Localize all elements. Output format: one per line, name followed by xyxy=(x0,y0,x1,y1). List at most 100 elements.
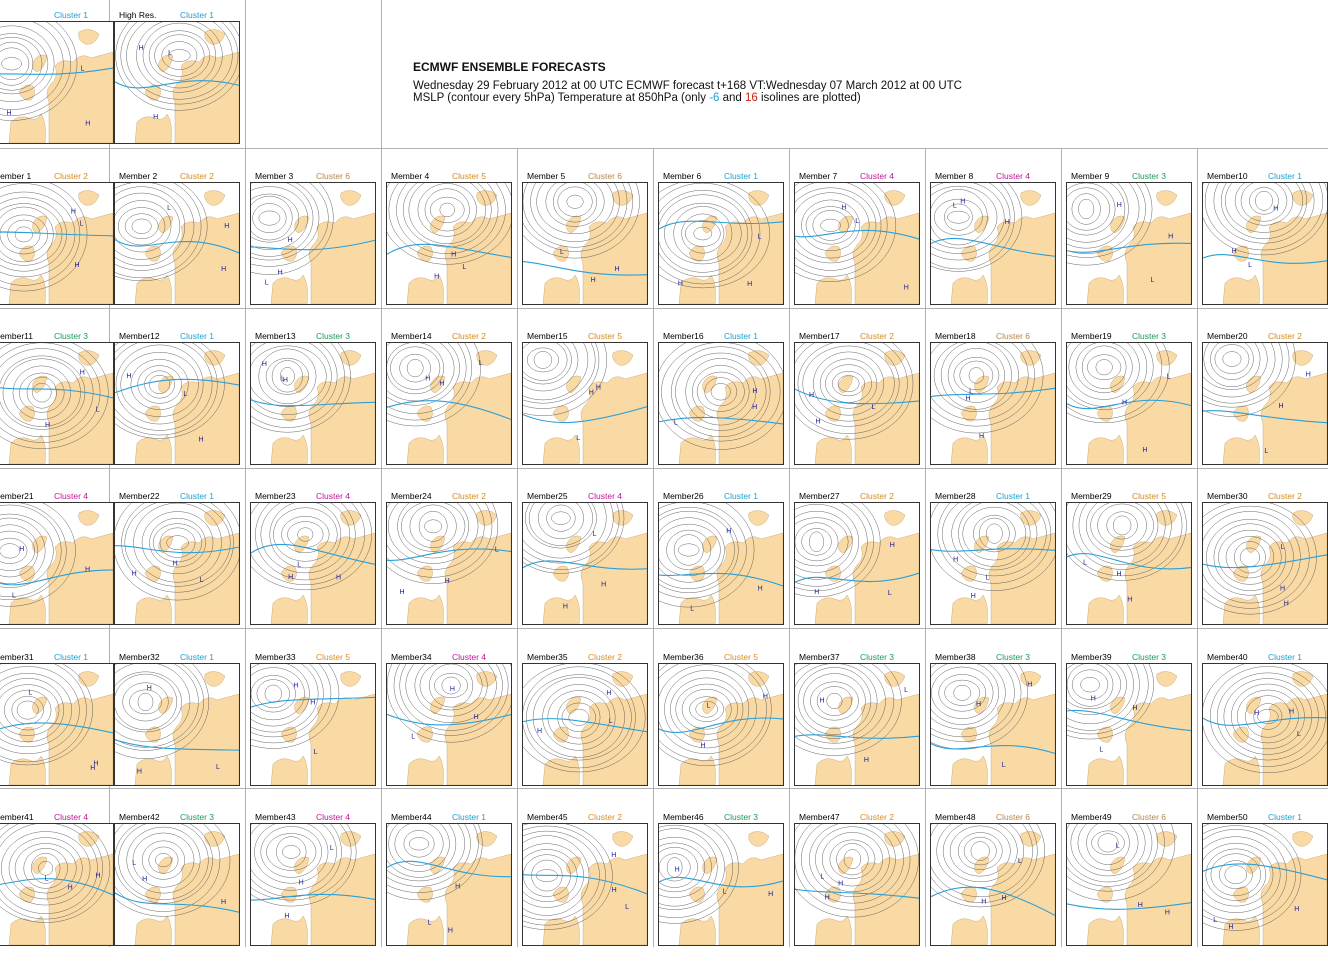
ensemble-member-panel[interactable]: Member24 Cluster 2 H L H xyxy=(386,481,522,641)
cluster-label: Cluster 1 xyxy=(54,10,89,20)
ensemble-member-panel[interactable]: Member40 Cluster 1 H L H xyxy=(1202,642,1328,802)
svg-text:L: L xyxy=(723,889,727,896)
ensemble-member-panel[interactable]: Member22 Cluster 1 H L H xyxy=(114,481,250,641)
svg-text:H: H xyxy=(816,418,821,425)
ensemble-member-panel[interactable]: Member32 Cluster 1 H L H xyxy=(114,642,250,802)
ensemble-member-panel[interactable]: Member19 Cluster 3 H L H xyxy=(1066,321,1202,481)
svg-text:H: H xyxy=(814,589,819,596)
member-label: Member45 xyxy=(527,812,568,822)
member-label: Member32 xyxy=(119,652,160,662)
ensemble-member-panel[interactable]: High Res. Cluster 1 H L H xyxy=(114,0,250,160)
ensemble-member-panel[interactable]: Member30 Cluster 2 H L H xyxy=(1202,481,1328,641)
ensemble-member-panel[interactable]: Member20 Cluster 2 H L H xyxy=(1202,321,1328,481)
ensemble-member-panel[interactable]: Member16 Cluster 1 H L H xyxy=(658,321,794,481)
svg-text:H: H xyxy=(132,570,137,577)
mslp-map: H L H xyxy=(251,183,375,304)
svg-text:L: L xyxy=(96,406,100,413)
ensemble-member-panel[interactable]: Member36 Cluster 5 H L H xyxy=(658,642,794,802)
svg-text:H: H xyxy=(448,928,453,935)
ensemble-member-panel[interactable]: Member27 Cluster 2 H L H xyxy=(794,481,930,641)
svg-text:L: L xyxy=(81,65,85,72)
svg-text:H: H xyxy=(965,396,970,403)
ensemble-member-panel[interactable]: Cluster 1 H L H xyxy=(0,0,124,160)
warm-isoline-value: 16 xyxy=(745,92,758,104)
forecast-map: H L H xyxy=(1066,342,1192,465)
svg-text:L: L xyxy=(495,546,499,553)
ensemble-member-panel[interactable]: Member21 Cluster 4 H L H xyxy=(0,481,124,641)
svg-text:H: H xyxy=(1289,709,1294,716)
ensemble-member-panel[interactable]: Member38 Cluster 3 H L H xyxy=(930,642,1066,802)
member-label: Member34 xyxy=(391,652,432,662)
ensemble-member-panel[interactable]: Member45 Cluster 2 H L H xyxy=(522,802,658,962)
ensemble-member-panel[interactable]: Member39 Cluster 3 H L H xyxy=(1066,642,1202,802)
svg-text:H: H xyxy=(563,603,568,610)
svg-text:L: L xyxy=(45,876,49,883)
svg-text:H: H xyxy=(981,898,986,905)
ensemble-member-panel[interactable]: Member11 Cluster 3 H L H xyxy=(0,321,124,481)
ensemble-member-panel[interactable]: Member25 Cluster 4 H L H xyxy=(522,481,658,641)
svg-text:H: H xyxy=(19,546,24,553)
cluster-label: Cluster 5 xyxy=(588,331,623,341)
cluster-label: Cluster 4 xyxy=(54,812,89,822)
ensemble-member-panel[interactable]: Member 9 Cluster 3 H L H xyxy=(1066,161,1202,321)
svg-text:H: H xyxy=(142,876,147,883)
ensemble-member-panel[interactable]: Member42 Cluster 3 H L H xyxy=(114,802,250,962)
ensemble-member-panel[interactable]: Member17 Cluster 2 H L H xyxy=(794,321,930,481)
cluster-label: Cluster 2 xyxy=(452,331,487,341)
svg-text:L: L xyxy=(297,562,301,569)
forecast-map: H L H xyxy=(658,182,784,305)
ensemble-member-panel[interactable]: Member33 Cluster 5 H L H xyxy=(250,642,386,802)
member-label: Member11 xyxy=(0,331,33,341)
svg-text:H: H xyxy=(451,252,456,259)
svg-text:H: H xyxy=(1138,902,1143,909)
ensemble-member-panel[interactable]: Member 2 Cluster 2 H L H xyxy=(114,161,250,321)
member-label: Member40 xyxy=(1207,652,1248,662)
ensemble-member-panel[interactable]: Member49 Cluster 6 H L H xyxy=(1066,802,1202,962)
ensemble-member-panel[interactable]: Member35 Cluster 2 H L H xyxy=(522,642,658,802)
ensemble-member-panel[interactable]: Member15 Cluster 5 H L H xyxy=(522,321,658,481)
forecast-map: H L H xyxy=(794,502,920,625)
ensemble-member-panel[interactable]: Member44 Cluster 1 H L H xyxy=(386,802,522,962)
grid-divider-horizontal xyxy=(0,628,1328,629)
forecast-map: H L H xyxy=(1066,663,1192,786)
forecast-map: H L H xyxy=(1202,823,1328,946)
svg-text:L: L xyxy=(1083,559,1087,566)
ensemble-member-panel[interactable]: Member12 Cluster 1 H L H xyxy=(114,321,250,481)
ensemble-member-panel[interactable]: Member46 Cluster 3 H L H xyxy=(658,802,794,962)
ensemble-member-panel[interactable]: Member 5 Cluster 6 H L H xyxy=(522,161,658,321)
member-label: Member 7 xyxy=(799,171,838,181)
ensemble-member-panel[interactable]: Member31 Cluster 1 H L H xyxy=(0,642,124,802)
ensemble-member-panel[interactable]: Member26 Cluster 1 H L H xyxy=(658,481,794,641)
svg-text:L: L xyxy=(953,203,957,210)
ensemble-member-panel[interactable]: Member 3 Cluster 6 H L H xyxy=(250,161,386,321)
cluster-label: Cluster 1 xyxy=(724,171,759,181)
ensemble-member-panel[interactable]: Member37 Cluster 3 H L H xyxy=(794,642,930,802)
cluster-label: Cluster 2 xyxy=(180,171,215,181)
ensemble-member-panel[interactable]: Member50 Cluster 1 H L H xyxy=(1202,802,1328,962)
grid-divider-vertical xyxy=(517,0,518,947)
svg-text:H: H xyxy=(589,390,594,397)
ensemble-member-panel[interactable]: Member47 Cluster 2 H L H xyxy=(794,802,930,962)
svg-text:H: H xyxy=(153,114,158,121)
ensemble-member-panel[interactable]: Member48 Cluster 6 H L H xyxy=(930,802,1066,962)
svg-text:H: H xyxy=(283,377,288,384)
ensemble-member-panel[interactable]: Member14 Cluster 2 H L H xyxy=(386,321,522,481)
ensemble-member-panel[interactable]: Member 7 Cluster 4 H L H xyxy=(794,161,930,321)
ensemble-member-panel[interactable]: Member29 Cluster 5 H L H xyxy=(1066,481,1202,641)
ensemble-member-panel[interactable]: Member28 Cluster 1 H L H xyxy=(930,481,1066,641)
ensemble-member-panel[interactable]: Member10 Cluster 1 H L H xyxy=(1202,161,1328,321)
ensemble-member-panel[interactable]: Member 6 Cluster 1 H L H xyxy=(658,161,794,321)
svg-text:H: H xyxy=(841,205,846,212)
ensemble-member-panel[interactable]: Member41 Cluster 4 H L H xyxy=(0,802,124,962)
ensemble-member-panel[interactable]: Member34 Cluster 4 H L H xyxy=(386,642,522,802)
svg-text:H: H xyxy=(752,404,757,411)
member-label: Member 5 xyxy=(527,171,566,181)
ensemble-member-panel[interactable]: Member43 Cluster 4 H L H xyxy=(250,802,386,962)
svg-text:H: H xyxy=(93,761,98,768)
